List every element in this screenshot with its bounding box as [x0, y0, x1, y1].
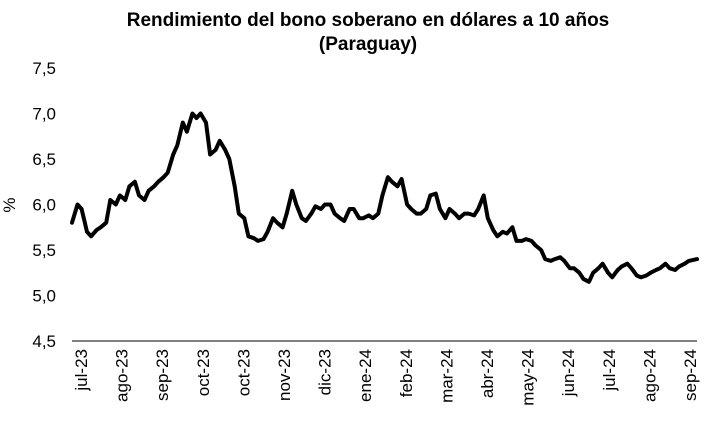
- x-tick-label: nov-23: [275, 349, 294, 401]
- x-tick-label: ago-23: [113, 349, 132, 402]
- x-tick-label: oct-23: [194, 349, 213, 396]
- x-tick-label: sep-24: [681, 349, 700, 401]
- x-tick-label: abr-24: [478, 349, 497, 398]
- y-tick-label: 6,5: [32, 150, 56, 169]
- x-tick-label: feb-24: [397, 349, 416, 397]
- y-tick-label: 7,0: [32, 105, 56, 124]
- x-tick-label: may-24: [519, 349, 538, 406]
- x-tick-label: jul-24: [600, 349, 619, 392]
- chart-title: Rendimiento del bono soberano en dólares…: [127, 10, 610, 31]
- x-tick-label: oct-23: [234, 349, 253, 396]
- x-axis-ticks: jul-23 ago-23 sep-23 oct-23 oct-23 nov-23 dic-…: [72, 349, 700, 406]
- x-tick-label: sep-23: [153, 349, 172, 401]
- y-axis-label: %: [0, 197, 19, 212]
- series-line: [70, 111, 699, 284]
- y-axis-ticks: 4,5 5,0 5,5 6,0 6,5 7,0 7,5: [32, 59, 56, 351]
- x-tick-label: ago-24: [640, 349, 659, 402]
- x-tick-label: jul-23: [72, 349, 91, 392]
- chart-subtitle: (Paraguay): [319, 34, 417, 55]
- y-tick-label: 4,5: [32, 332, 56, 351]
- x-tick-label: jun-24: [559, 349, 578, 397]
- y-tick-label: 6,0: [32, 196, 56, 215]
- y-tick-label: 7,5: [32, 59, 56, 78]
- x-tick-label: ene-24: [356, 349, 375, 402]
- y-tick-label: 5,0: [32, 287, 56, 306]
- y-tick-label: 5,5: [32, 241, 56, 260]
- x-tick-label: dic-23: [316, 349, 335, 395]
- x-tick-label: mar-24: [437, 349, 456, 403]
